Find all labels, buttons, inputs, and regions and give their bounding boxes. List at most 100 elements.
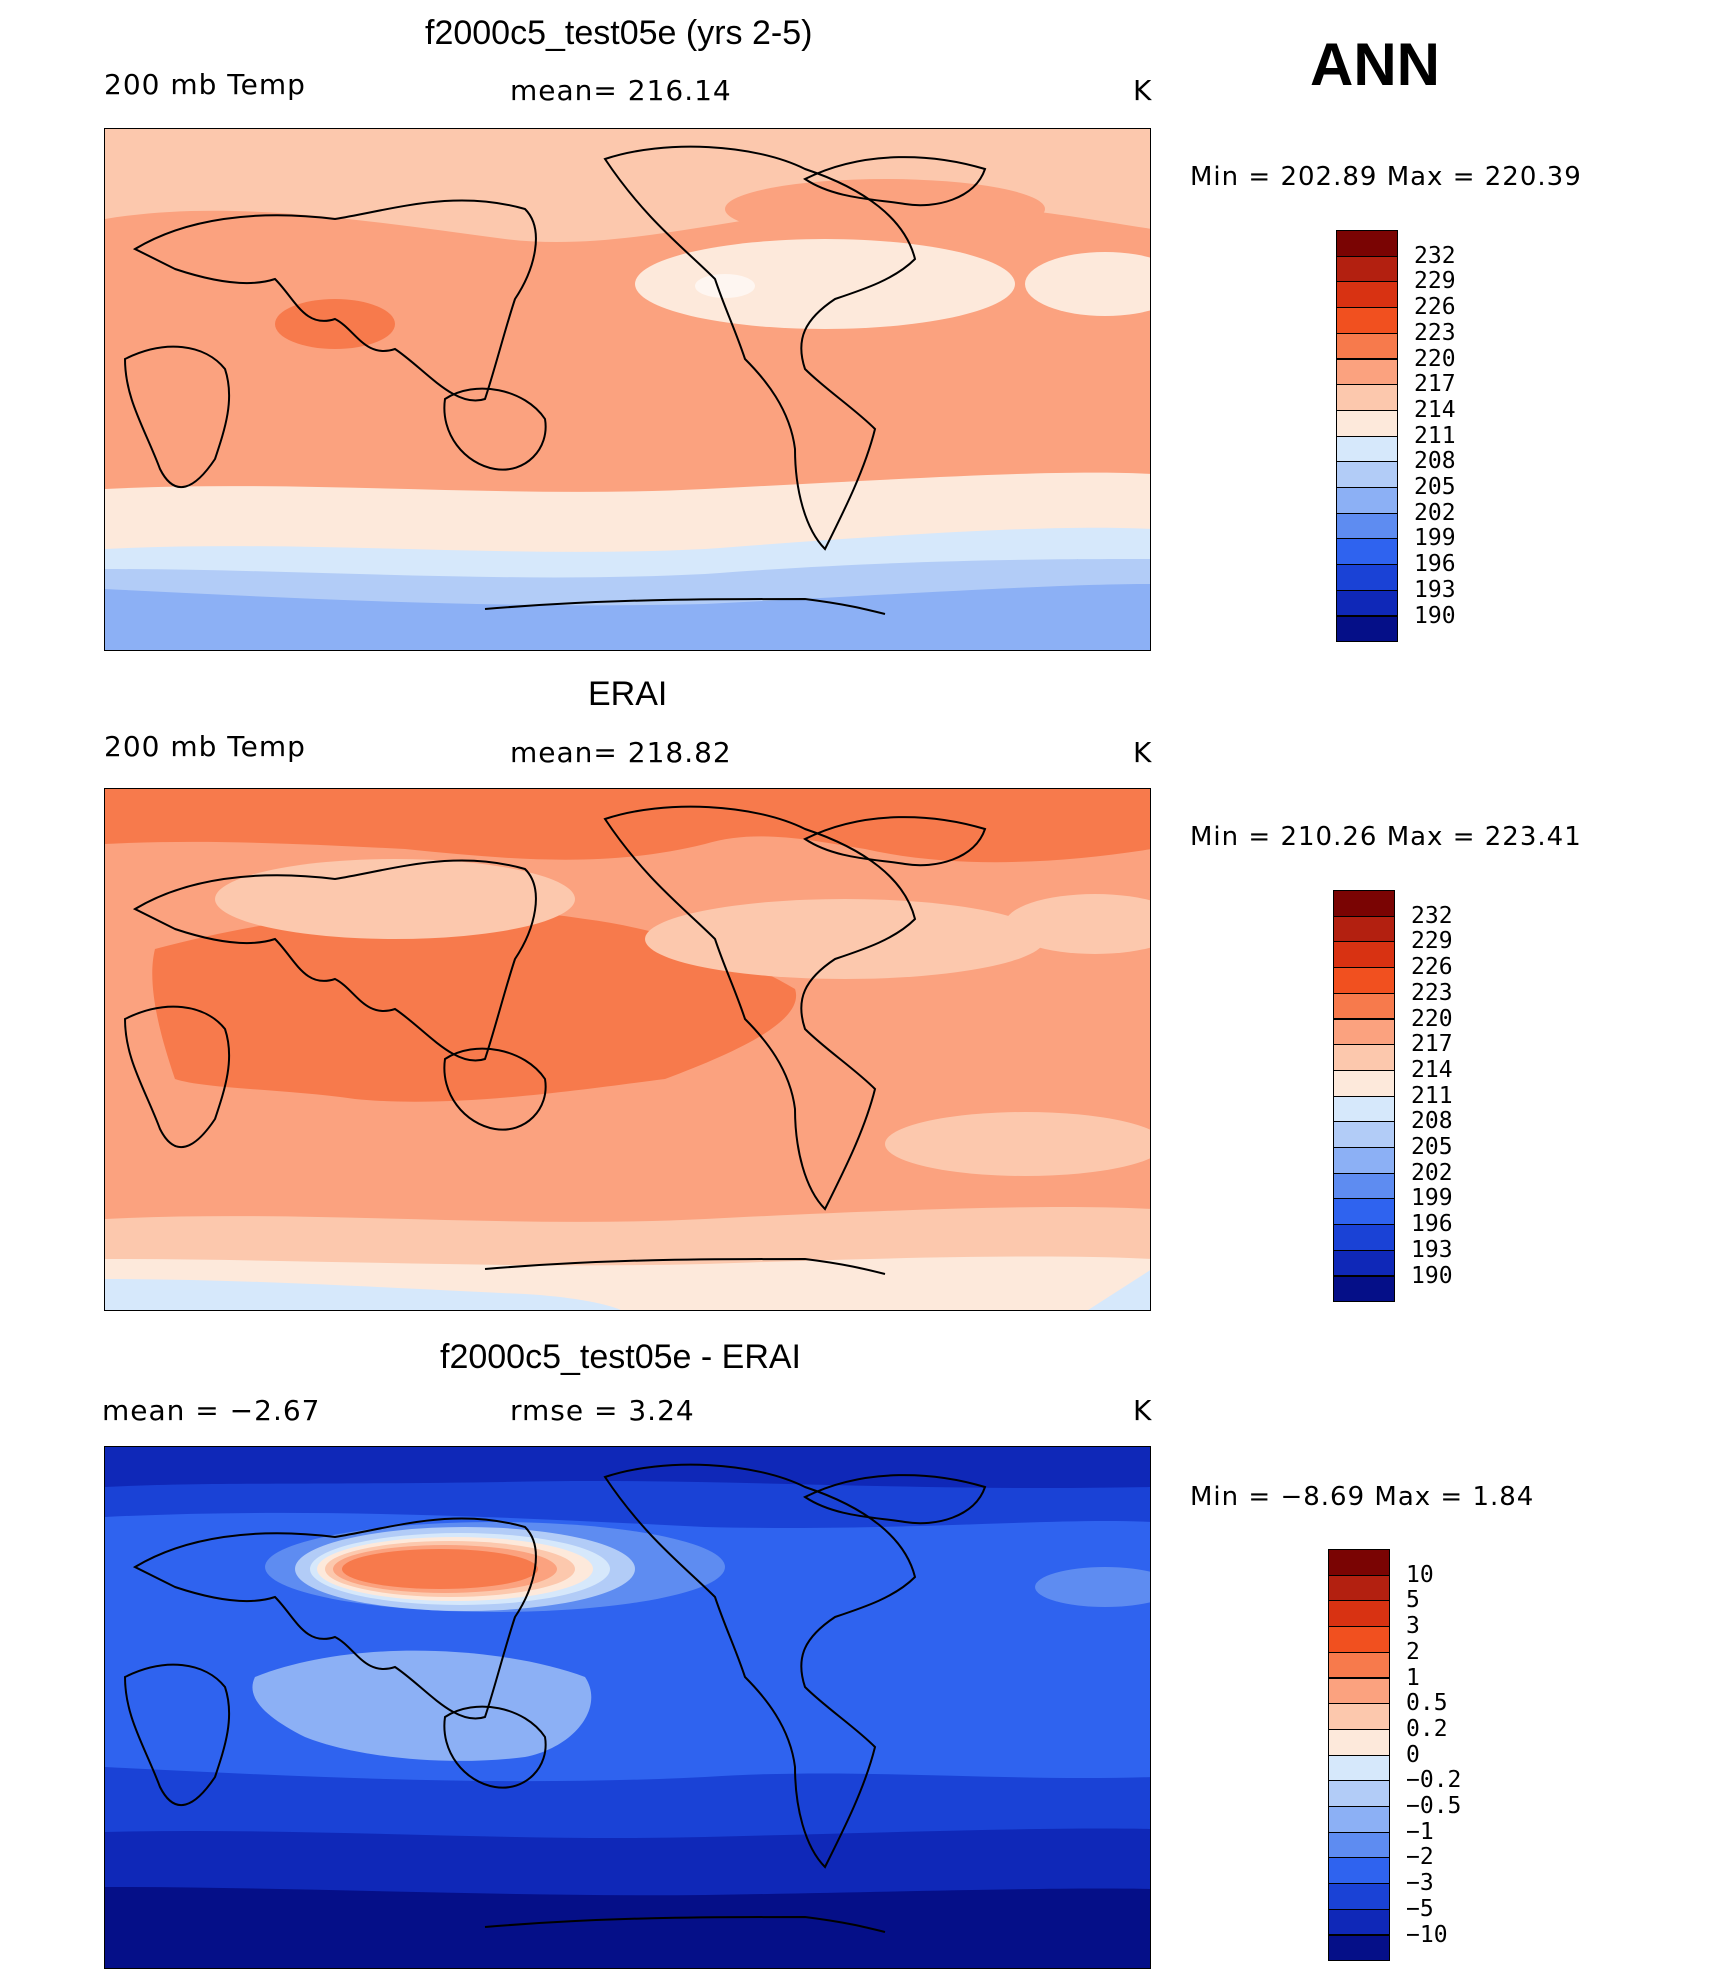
colorbar-swatch [1328, 1626, 1390, 1653]
colorbar-swatch [1328, 1703, 1390, 1730]
colorbar-swatch [1328, 1651, 1390, 1679]
colorbar-tick-label: −5 [1406, 1895, 1434, 1922]
colorbar-tick-label: 0.5 [1406, 1690, 1448, 1717]
colorbar-tick-label: 214 [1411, 1056, 1453, 1083]
colorbar-swatch [1328, 1549, 1390, 1576]
colorbar-tick-label: 2 [1406, 1638, 1420, 1665]
colorbar-swatch [1333, 992, 1395, 1020]
colorbar-swatch [1328, 1780, 1390, 1807]
colorbar-tick-label: 232 [1414, 242, 1456, 269]
colorbar-swatch [1336, 435, 1398, 463]
colorbar-swatch [1333, 1095, 1395, 1123]
colorbar-tick-label: 217 [1411, 1031, 1453, 1058]
panel1-title: f2000c5_test05e (yrs 2-5) [425, 14, 813, 52]
colorbar-tick-label: −3 [1406, 1870, 1434, 1897]
colorbar-tick-label: 229 [1414, 268, 1456, 295]
colorbar-tick-label: 199 [1414, 525, 1456, 552]
colorbar-swatch [1333, 967, 1395, 994]
colorbar-swatch [1333, 941, 1395, 969]
colorbar-swatch [1336, 332, 1398, 360]
colorbar-tick-label: 196 [1411, 1211, 1453, 1238]
colorbar-tick-label: 208 [1414, 448, 1456, 475]
panel3-mean-label: mean = −2.67 [102, 1394, 321, 1427]
colorbar-swatch [1333, 1018, 1395, 1046]
colorbar-tick-label: −2 [1406, 1844, 1434, 1871]
colorbar-swatch [1336, 255, 1398, 283]
colorbar-swatch [1333, 1044, 1395, 1071]
colorbar-swatch [1336, 358, 1398, 386]
colorbar-tick-label: 208 [1411, 1108, 1453, 1135]
colorbar-tick-label: 193 [1411, 1236, 1453, 1263]
colorbar-tick-label: 10 [1406, 1561, 1434, 1588]
colorbar-tick-label: 202 [1411, 1159, 1453, 1186]
panel2-min-max: Min = 210.26 Max = 223.41 [1190, 822, 1582, 852]
colorbar-swatch [1328, 1574, 1390, 1602]
colorbar-swatch [1328, 1831, 1390, 1859]
panel2-mean-label: mean= 218.82 [510, 736, 732, 769]
colorbar-tick-label: −1 [1406, 1818, 1434, 1845]
colorbar-swatch [1333, 1249, 1395, 1277]
panel3-title: f2000c5_test05e - ERAI [440, 1338, 802, 1376]
panel1-mean-label: mean= 216.14 [510, 74, 732, 107]
colorbar-swatch [1336, 615, 1398, 643]
panel2-units-label: K [1133, 736, 1153, 769]
colorbar-swatch [1333, 890, 1395, 917]
colorbar-swatch [1333, 1275, 1395, 1303]
colorbar-swatch [1328, 1857, 1390, 1885]
colorbar-swatch [1333, 915, 1395, 943]
colorbar-tick-label: 211 [1411, 1082, 1453, 1109]
colorbar-swatch [1328, 1600, 1390, 1628]
colorbar-swatch [1328, 1934, 1390, 1962]
panel1-variable-label: 200 mb Temp [104, 68, 306, 101]
colorbar-tick-label: 223 [1411, 979, 1453, 1006]
colorbar-swatch [1333, 1121, 1395, 1148]
panel1-map [104, 128, 1151, 651]
panel3-min-max: Min = −8.69 Max = 1.84 [1190, 1482, 1535, 1512]
panel2-variable-label: 200 mb Temp [104, 730, 306, 763]
colorbar-swatch [1336, 281, 1398, 309]
colorbar-swatch [1336, 589, 1398, 617]
colorbar-tick-label: −0.2 [1406, 1767, 1462, 1794]
colorbar-swatch [1336, 564, 1398, 591]
colorbar-tick-label: 214 [1414, 396, 1456, 423]
panel3-map [104, 1446, 1151, 1969]
colorbar-tick-label: 199 [1411, 1185, 1453, 1212]
colorbar-swatch [1328, 1908, 1390, 1936]
colorbar-swatch [1333, 1224, 1395, 1251]
colorbar-tick-label: 226 [1414, 294, 1456, 321]
colorbar-tick-label: 232 [1411, 902, 1453, 929]
panel1-units-label: K [1133, 74, 1153, 107]
colorbar-tick-label: 229 [1411, 928, 1453, 955]
colorbar-tick-label: 220 [1414, 345, 1456, 372]
colorbar-tick-label: 0 [1406, 1741, 1420, 1768]
colorbar-tick-label: 190 [1414, 602, 1456, 629]
season-label: ANN [1310, 31, 1440, 98]
colorbar-swatch [1336, 487, 1398, 514]
colorbar-swatch [1336, 230, 1398, 257]
colorbar-swatch [1333, 1147, 1395, 1174]
colorbar-tick-label: 211 [1414, 422, 1456, 449]
colorbar-tick-label: 190 [1411, 1262, 1453, 1289]
colorbar-tick-label: 5 [1406, 1587, 1420, 1614]
colorbar-tick-label: 0.2 [1406, 1715, 1448, 1742]
colorbar-tick-label: 223 [1414, 319, 1456, 346]
colorbar-swatch [1336, 512, 1398, 540]
colorbar-swatch [1328, 1754, 1390, 1782]
panel2-map [104, 788, 1151, 1311]
colorbar-tick-label: 202 [1414, 499, 1456, 526]
colorbar-tick-label: 217 [1414, 371, 1456, 398]
colorbar-tick-label: 193 [1414, 576, 1456, 603]
colorbar-swatch [1336, 307, 1398, 334]
colorbar-swatch [1336, 409, 1398, 437]
colorbar-tick-label: 205 [1414, 474, 1456, 500]
panel2-title: ERAI [588, 675, 668, 713]
colorbar-tick-label: 1 [1406, 1664, 1420, 1691]
colorbar-tick-label: 3 [1406, 1613, 1420, 1640]
colorbar-tick-label: −10 [1406, 1921, 1448, 1948]
colorbar-swatch [1328, 1883, 1390, 1910]
colorbar-tick-label: 205 [1411, 1134, 1453, 1160]
colorbar-swatch [1328, 1728, 1390, 1756]
colorbar-swatch [1328, 1806, 1390, 1833]
colorbar-tick-label: −0.5 [1406, 1793, 1462, 1819]
panel3-units-label: K [1133, 1394, 1153, 1427]
